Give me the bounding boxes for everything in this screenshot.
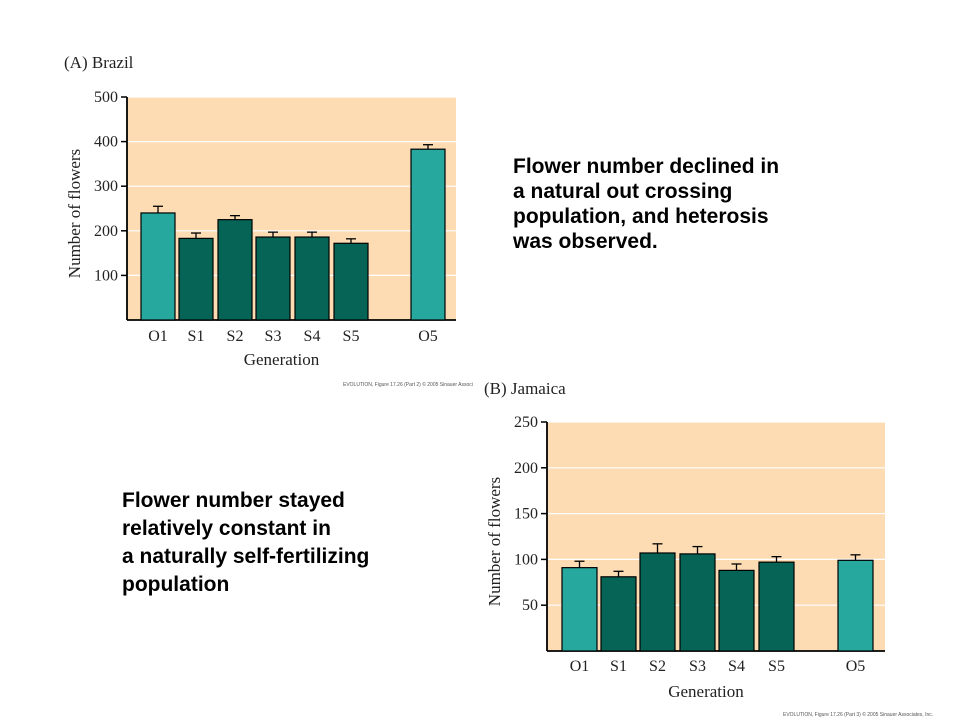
panel-label-brazil: (A) Brazil: [64, 53, 134, 72]
x-tick-label: S1: [188, 328, 205, 345]
y-tick-label: 50: [522, 597, 538, 614]
y-axis-label: Number of flowers: [65, 149, 84, 278]
x-tick-label: O5: [846, 658, 866, 675]
plot-background: [547, 422, 885, 651]
y-tick-label: 100: [94, 267, 118, 284]
bar-s2: [217, 219, 253, 321]
panel-label-jamaica: (B) Jamaica: [484, 379, 566, 398]
y-axis-label: Number of flowers: [485, 477, 504, 606]
caption-brazil-line: a natural out crossing: [513, 180, 733, 203]
x-tick-label: S4: [728, 658, 745, 675]
y-tick-label: 100: [514, 551, 538, 568]
x-tick-label: O5: [418, 328, 438, 345]
x-tick-label: S3: [689, 658, 706, 675]
bar-o1: [561, 567, 598, 652]
caption-jamaica: Flower number stayed relatively constant…: [122, 487, 369, 599]
y-tick-label: 400: [94, 134, 118, 151]
bar-s3: [679, 553, 716, 652]
y-tick-label: 250: [514, 414, 538, 431]
bar-s2: [639, 552, 676, 652]
y-tick-label: 500: [94, 89, 118, 106]
y-tick-label: 200: [514, 460, 538, 477]
bar-s5: [333, 242, 369, 321]
x-tick-label: S5: [768, 658, 785, 675]
caption-jamaica-line: Flower number stayed: [122, 489, 345, 512]
y-tick-label: 200: [94, 223, 118, 240]
y-tick-label: 300: [94, 178, 118, 195]
caption-jamaica-line: relatively constant in: [122, 517, 331, 540]
bar-s4: [294, 236, 330, 321]
bar-o1: [140, 212, 176, 321]
bar-s4: [718, 569, 755, 652]
caption-brazil-line: population, and heterosis: [513, 205, 769, 228]
figure-credit-jamaica: EVOLUTION, Figure 17.26 (Part 3) © 2005 …: [783, 712, 934, 718]
bar-s3: [255, 236, 291, 321]
x-tick-label: S5: [343, 328, 360, 345]
x-tick-label: S2: [227, 328, 244, 345]
bar-o5: [410, 148, 446, 321]
bar-o5: [837, 559, 874, 652]
x-tick-label: S2: [649, 658, 666, 675]
bar-s1: [600, 576, 637, 652]
x-tick-label: O1: [148, 328, 168, 345]
x-axis-label: Generation: [244, 350, 320, 369]
caption-jamaica-line: a naturally self-fertilizing: [122, 545, 370, 568]
x-tick-label: O1: [570, 658, 590, 675]
bar-s1: [178, 237, 214, 321]
caption-brazil: Flower number declined in a natural out …: [513, 154, 779, 254]
x-tick-label: S1: [610, 658, 627, 675]
caption-brazil-line: Flower number declined in: [513, 155, 780, 178]
caption-brazil-line: was observed.: [513, 230, 658, 253]
caption-jamaica-line: population: [122, 573, 230, 596]
bar-s5: [758, 561, 795, 652]
figure-credit-brazil: EVOLUTION, Figure 17.26 (Part 2) © 2005 …: [343, 382, 473, 388]
x-tick-label: S4: [304, 328, 321, 345]
y-tick-label: 150: [514, 506, 538, 523]
x-axis-label: Generation: [668, 682, 744, 701]
x-tick-label: S3: [265, 328, 282, 345]
